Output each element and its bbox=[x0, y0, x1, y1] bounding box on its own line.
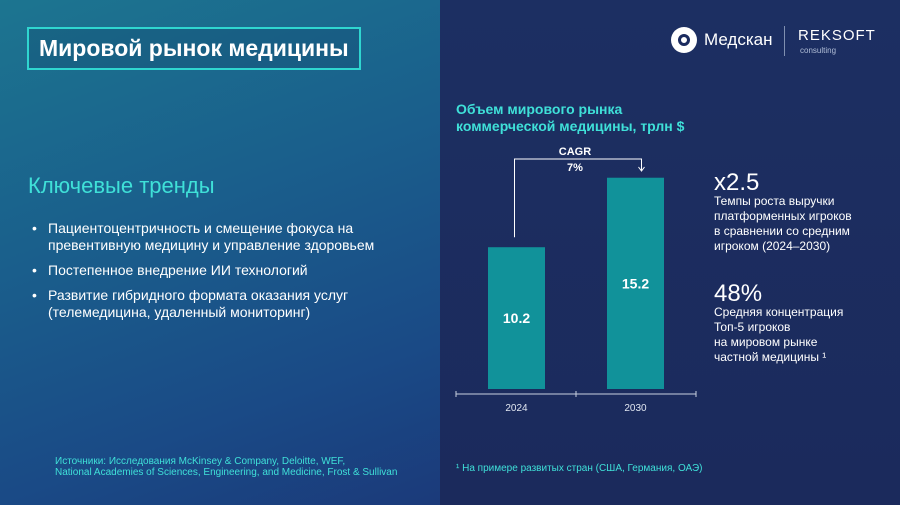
chart-title-line: Объем мирового рынка bbox=[456, 101, 623, 117]
list-item: Постепенное внедрение ИИ технологий bbox=[30, 262, 390, 279]
medscan-logo-icon bbox=[671, 27, 697, 53]
medscan-name: Медскан bbox=[704, 30, 773, 49]
cagr-label: CAGR bbox=[559, 146, 591, 158]
stat-line: платформенных игроков bbox=[714, 209, 852, 223]
sources: Источники: Исследования McKinsey & Compa… bbox=[55, 456, 397, 478]
stat-line: в сравнении со средним bbox=[714, 224, 850, 238]
cagr-arrow-icon bbox=[638, 166, 645, 172]
data-label: 10.2 bbox=[503, 310, 530, 326]
trends-list: Пациентоцентричность и смещение фокуса н… bbox=[30, 220, 390, 329]
stat-line: Темпы роста выручки bbox=[714, 194, 835, 208]
stat-block: x2.5 Темпы роста выручки платформенных и… bbox=[714, 169, 852, 254]
reksoft-logo: REKSOFT bbox=[798, 27, 876, 44]
footnote: ¹ На примере развитых стран (США, Герман… bbox=[456, 463, 703, 474]
bar-2024 bbox=[488, 247, 545, 389]
bar-2030 bbox=[607, 177, 664, 389]
chart-title-line: коммерческой медицины, трлн $ bbox=[456, 118, 685, 134]
reksoft-subtitle: consulting bbox=[800, 46, 837, 55]
list-item: Развитие гибридного формата оказания усл… bbox=[30, 287, 390, 321]
sources-line: Источники: Исследования McKinsey & Compa… bbox=[55, 456, 346, 467]
stat-line: на мировом рынке bbox=[714, 335, 818, 349]
logo-divider bbox=[784, 26, 785, 56]
stat-line: частной медицины ¹ bbox=[714, 350, 827, 364]
stat-line: игроком (2024–2030) bbox=[714, 239, 831, 253]
medscan-logo: Медскан bbox=[671, 27, 773, 53]
sources-line: National Academies of Sciences, Engineer… bbox=[55, 467, 398, 478]
page-title: Мировой рынок медицины bbox=[27, 27, 361, 70]
stat-value: 48% bbox=[714, 280, 763, 307]
stat-line: Средняя концентрация bbox=[714, 305, 844, 319]
chart-title: Объем мирового рынка коммерческой медицин… bbox=[456, 101, 684, 135]
data-label: 15.2 bbox=[622, 275, 649, 291]
stat-line: Топ-5 игроков bbox=[714, 320, 791, 334]
cagr-value: 7% bbox=[567, 162, 583, 174]
trends-heading: Ключевые тренды bbox=[28, 173, 215, 198]
stat-value: x2.5 bbox=[714, 169, 760, 196]
list-item: Пациентоцентричность и смещение фокуса н… bbox=[30, 220, 390, 254]
cagr-bracket bbox=[514, 158, 642, 238]
x-tick-label: 2024 bbox=[505, 403, 528, 414]
stat-block: 48% Средняя концентрация Топ-5 игроков н… bbox=[714, 280, 844, 365]
x-tick-label: 2030 bbox=[624, 403, 647, 414]
